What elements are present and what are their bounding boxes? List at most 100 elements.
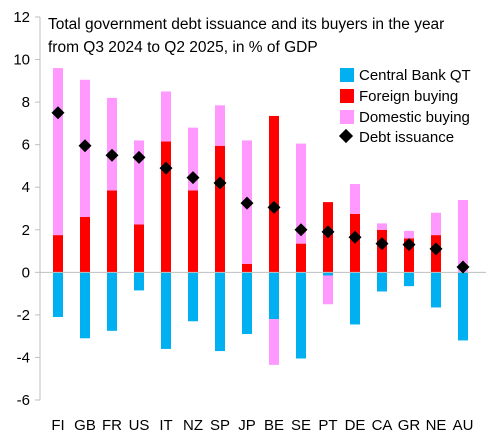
bar-domestic-buying-us: [134, 140, 144, 225]
y-tick-label: 10: [13, 52, 30, 69]
legend-label-domestic-buying: Domestic buying: [359, 109, 470, 126]
x-tick-label-fr: FR: [102, 417, 122, 434]
x-tick-label-ca: CA: [372, 417, 393, 434]
bar-central-bank-qt-se: [296, 272, 306, 359]
bar-foreign-buying-ca: [377, 229, 387, 273]
y-tick-label: 6: [22, 137, 30, 154]
bar-central-bank-qt-jp: [242, 272, 252, 335]
bar-foreign-buying-gr: [404, 238, 414, 273]
marker-debt-issuance-fr: [105, 148, 119, 162]
marker-debt-issuance-be: [267, 200, 281, 214]
bar-central-bank-qt-de: [350, 272, 360, 325]
bar-central-bank-qt-au: [458, 272, 468, 341]
legend-swatch-foreign-buying: [340, 89, 354, 103]
bar-domestic-buying-gr: [404, 230, 414, 239]
y-tick-label: -2: [17, 307, 30, 324]
x-tick-label-sp: SP: [210, 417, 230, 434]
x-tick-label-pt: PT: [318, 417, 337, 434]
marker-debt-issuance-gb: [78, 139, 92, 153]
marker-debt-issuance-ca: [375, 237, 389, 251]
bar-foreign-buying-gb: [80, 217, 90, 273]
bar-foreign-buying-se: [296, 243, 306, 273]
bar-central-bank-qt-us: [134, 272, 144, 291]
legend-label-central-bank-qt: Central Bank QT: [359, 67, 471, 84]
bars-layer: [53, 68, 468, 365]
marker-debt-issuance-jp: [240, 196, 254, 210]
markers-layer: [51, 106, 470, 274]
marker-debt-issuance-se: [294, 223, 308, 237]
y-tick-label: -6: [17, 392, 30, 409]
legend-marker-debt-issuance: [338, 128, 354, 144]
y-tick-label: 2: [22, 222, 30, 239]
y-tick-label: 0: [22, 264, 30, 281]
bar-central-bank-qt-fr: [107, 272, 117, 331]
legend: Central Bank QT Foreign buying Domestic …: [338, 67, 471, 146]
bar-domestic-buying-fi: [53, 68, 63, 236]
marker-debt-issuance-us: [132, 150, 146, 164]
chart-title-line-2: from Q3 2024 to Q2 2025, in % of GDP: [48, 39, 318, 56]
bar-central-bank-qt-gr: [404, 272, 414, 287]
bar-domestic-buying-au: [458, 199, 468, 273]
x-tick-label-de: DE: [345, 417, 366, 434]
bar-domestic-buying-fr: [107, 97, 117, 191]
x-tick-label-se: SE: [291, 417, 311, 434]
bar-central-bank-qt-fi: [53, 272, 63, 318]
bar-central-bank-qt-be: [269, 272, 279, 320]
chart-title-line-1: Total government debt issuance and its b…: [48, 16, 444, 33]
marker-debt-issuance-fi: [51, 106, 65, 120]
bar-domestic-buying-ca: [377, 223, 387, 230]
marker-debt-issuance-gr: [402, 238, 416, 252]
x-tick-label-us: US: [129, 417, 150, 434]
bar-domestic-buying-se: [296, 143, 306, 244]
bar-foreign-buying-be: [269, 115, 279, 273]
legend-label-foreign-buying: Foreign buying: [359, 88, 458, 105]
y-tick-label: -4: [17, 349, 30, 366]
bar-central-bank-qt-pt: [323, 272, 333, 276]
legend-swatch-domestic-buying: [340, 110, 354, 124]
legend-label-debt-issuance: Debt issuance: [359, 129, 454, 146]
y-tick-label: 12: [13, 9, 30, 26]
bar-domestic-buying-de: [350, 184, 360, 214]
bar-central-bank-qt-ne: [431, 272, 441, 308]
bar-foreign-buying-fi: [53, 235, 63, 273]
marker-debt-issuance-au: [456, 260, 470, 274]
y-tick-label: 4: [22, 179, 30, 196]
marker-debt-issuance-sp: [213, 176, 227, 190]
bar-central-bank-qt-sp: [215, 272, 225, 352]
y-tick-label: 8: [22, 94, 30, 111]
marker-debt-issuance-nz: [186, 171, 200, 185]
x-tick-label-be: BE: [264, 417, 284, 434]
marker-debt-issuance-ne: [429, 242, 443, 256]
marker-debt-issuance-pt: [321, 225, 335, 239]
bar-domestic-buying-be: [269, 319, 279, 365]
bar-foreign-buying-jp: [242, 263, 252, 273]
marker-debt-issuance-it: [159, 161, 173, 175]
bar-foreign-buying-it: [161, 141, 171, 273]
bar-domestic-buying-it: [161, 91, 171, 142]
marker-debt-issuance-de: [348, 230, 362, 244]
chart-title: Total government debt issuance and its b…: [48, 16, 444, 56]
axes-layer: -6 -4 -2 0 2 4 6 8 10 12 FI GB FR US IT NZ SP JP BE SE PT DE C…: [13, 9, 486, 434]
x-tick-label-gr: GR: [398, 417, 421, 434]
bar-central-bank-qt-ca: [377, 272, 387, 292]
bar-domestic-buying-pt: [323, 275, 333, 305]
x-tick-label-gb: GB: [74, 417, 96, 434]
bar-domestic-buying-ne: [431, 212, 441, 236]
bar-central-bank-qt-gb: [80, 272, 90, 339]
x-tick-label-fi: FI: [51, 417, 64, 434]
bar-foreign-buying-fr: [107, 190, 117, 273]
x-tick-label-it: IT: [159, 417, 172, 434]
bar-domestic-buying-nz: [188, 127, 198, 191]
bar-central-bank-qt-it: [161, 272, 171, 349]
bar-foreign-buying-nz: [188, 190, 198, 273]
bar-foreign-buying-us: [134, 224, 144, 273]
legend-swatch-central-bank-qt: [340, 68, 354, 82]
x-tick-label-ne: NE: [426, 417, 447, 434]
x-tick-label-nz: NZ: [183, 417, 203, 434]
x-tick-label-au: AU: [453, 417, 474, 434]
bar-domestic-buying-sp: [215, 105, 225, 146]
bar-central-bank-qt-nz: [188, 272, 198, 322]
x-tick-label-jp: JP: [238, 417, 256, 434]
